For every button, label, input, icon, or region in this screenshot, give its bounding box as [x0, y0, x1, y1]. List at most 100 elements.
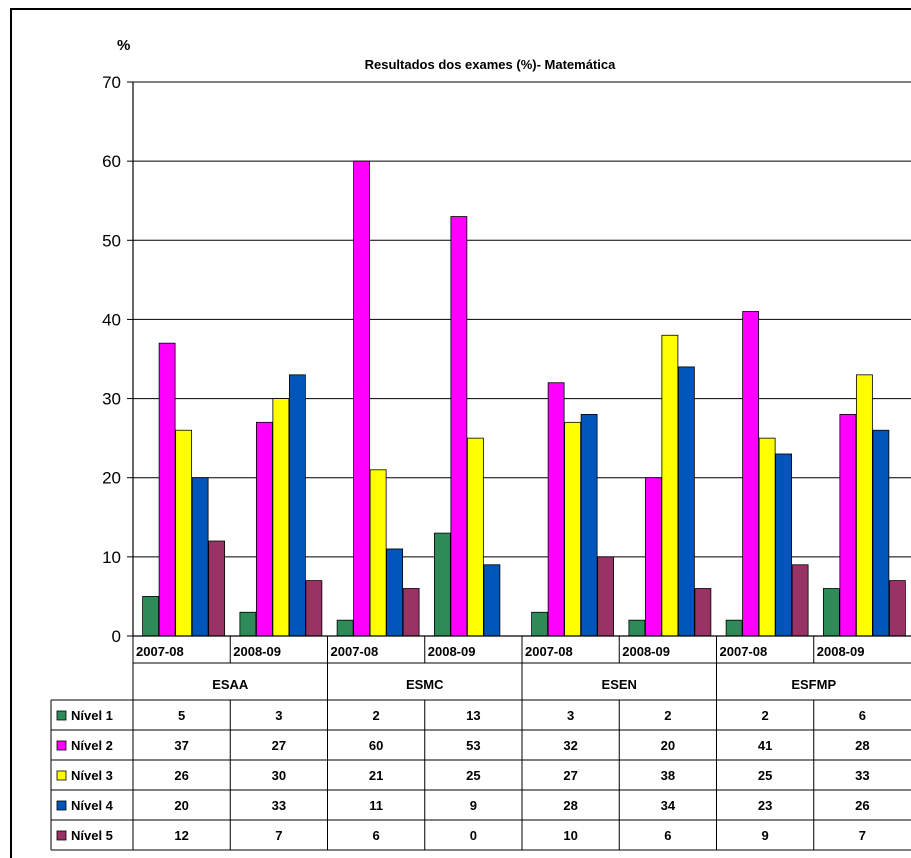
table-cell: 9 — [762, 828, 769, 843]
bar — [450, 216, 468, 637]
table-cell: 13 — [466, 708, 480, 723]
bar — [288, 374, 306, 637]
y-tick-label: 70 — [102, 73, 121, 92]
legend-swatch — [56, 830, 67, 841]
y-tick-label: 60 — [102, 152, 121, 171]
table-cell: 30 — [272, 768, 286, 783]
x-tick-label: 2007-08 — [136, 644, 184, 659]
bar — [694, 588, 712, 637]
table-cell: 7 — [859, 828, 866, 843]
y-tick-label: 50 — [102, 231, 121, 250]
table-cell: 2 — [373, 708, 380, 723]
bar — [775, 453, 793, 637]
table-cell: 3 — [567, 708, 574, 723]
bar — [661, 334, 679, 637]
bar — [580, 413, 598, 637]
table-cell: 20 — [661, 738, 675, 753]
table-cell: 26 — [855, 798, 869, 813]
table-cell: 6 — [664, 828, 671, 843]
table-cell: 3 — [275, 708, 282, 723]
legend-swatch — [56, 740, 67, 751]
table-cell: 28 — [563, 798, 577, 813]
bar — [628, 619, 646, 637]
table-cell: 26 — [174, 768, 188, 783]
y-tick-label: 0 — [112, 627, 121, 646]
y-tick-label: 30 — [102, 390, 121, 409]
y-tick-label: 20 — [102, 469, 121, 488]
bar — [305, 580, 323, 637]
table-cell: 60 — [369, 738, 383, 753]
chart-title: Resultados dos exames (%)- Matemática — [365, 57, 616, 72]
legend-label: Nível 5 — [71, 828, 113, 843]
y-tick-label: 10 — [102, 548, 121, 567]
bar — [255, 421, 273, 637]
bar — [402, 588, 420, 637]
bar — [791, 564, 809, 637]
x-tick-label: 2007-08 — [525, 644, 573, 659]
bar — [175, 429, 193, 637]
bar — [564, 421, 582, 637]
table-cell: 33 — [855, 768, 869, 783]
table-cell: 34 — [661, 798, 676, 813]
legend-swatch — [56, 770, 67, 781]
bar — [758, 437, 776, 637]
x-tick-label: 2008-09 — [622, 644, 670, 659]
bar — [742, 311, 760, 637]
group-label: ESMC — [406, 677, 444, 692]
bar — [466, 437, 484, 637]
bar — [677, 366, 695, 637]
x-tick-label: 2007-08 — [331, 644, 379, 659]
table-cell: 33 — [272, 798, 286, 813]
bar — [353, 160, 371, 637]
table-cell: 6 — [373, 828, 380, 843]
bar — [483, 564, 501, 637]
table-cell: 9 — [470, 798, 477, 813]
table-cell: 27 — [272, 738, 286, 753]
bar — [191, 477, 209, 637]
x-tick-label: 2008-09 — [817, 644, 865, 659]
bar — [433, 532, 451, 637]
table-cell: 12 — [174, 828, 188, 843]
table-cell: 28 — [855, 738, 869, 753]
table-cell: 2 — [664, 708, 671, 723]
group-label: ESFMP — [791, 677, 836, 692]
bar — [239, 611, 257, 637]
group-label: ESEN — [602, 677, 637, 692]
bar — [597, 556, 615, 637]
legend-label: Nível 3 — [71, 768, 113, 783]
bar — [208, 540, 226, 637]
gridlines — [133, 81, 911, 558]
x-tick-label: 2008-09 — [233, 644, 281, 659]
bar — [725, 619, 743, 637]
legend-label: Nível 1 — [71, 708, 113, 723]
table-cell: 10 — [563, 828, 577, 843]
y-axis-label: % — [117, 37, 130, 54]
bar — [386, 548, 404, 637]
bar — [855, 374, 873, 637]
table-cell: 5 — [178, 708, 185, 723]
table-cell: 37 — [174, 738, 188, 753]
bar — [531, 611, 549, 637]
table-cell: 20 — [174, 798, 188, 813]
bars — [142, 160, 906, 637]
table-cell: 11 — [369, 798, 383, 813]
legend-swatch — [56, 710, 67, 721]
table-cell: 23 — [758, 798, 772, 813]
bar — [369, 469, 387, 637]
table-cell: 6 — [859, 708, 866, 723]
bar — [872, 429, 890, 637]
bar — [888, 580, 906, 637]
group-label: ESAA — [212, 677, 249, 692]
table-cell: 7 — [275, 828, 282, 843]
bar — [644, 477, 662, 637]
y-tick-label: 40 — [102, 310, 121, 329]
bar — [822, 588, 840, 637]
table-cell: 32 — [563, 738, 577, 753]
bar — [272, 398, 290, 637]
table-cell: 27 — [563, 768, 577, 783]
bar — [839, 413, 857, 637]
legend-label: Nível 2 — [71, 738, 113, 753]
table-cell: 25 — [466, 768, 480, 783]
table-cell: 53 — [466, 738, 480, 753]
